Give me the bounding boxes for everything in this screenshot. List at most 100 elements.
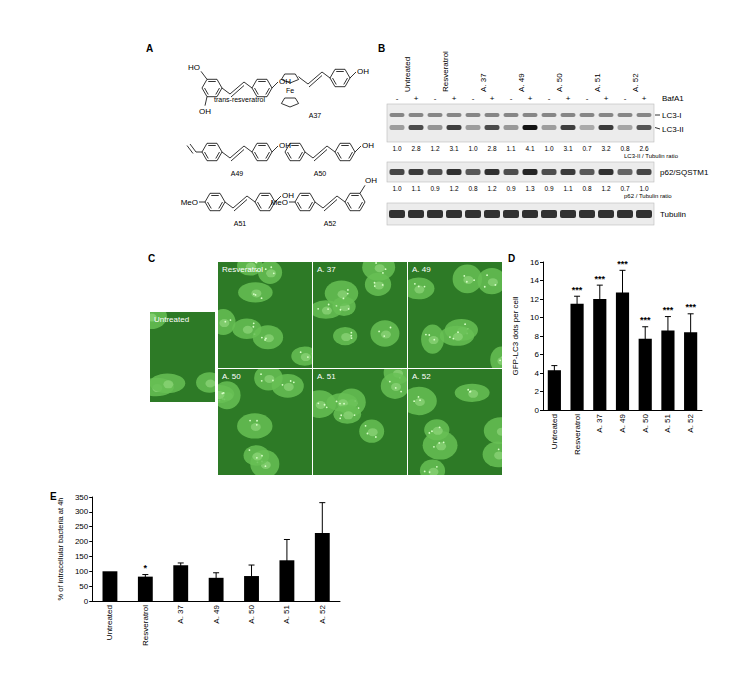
svg-text:p62 / Tubulin ratio: p62 / Tubulin ratio <box>624 193 672 199</box>
svg-text:***: *** <box>640 315 651 325</box>
svg-text:1.0: 1.0 <box>544 145 553 152</box>
svg-text:+: + <box>490 94 495 103</box>
svg-text:3.1: 3.1 <box>449 145 458 152</box>
svg-text:A: A <box>146 43 153 54</box>
svg-text:-: - <box>548 94 551 103</box>
svg-text:0.7: 0.7 <box>582 145 591 152</box>
svg-text:16: 16 <box>530 258 539 267</box>
svg-text:300: 300 <box>75 507 89 516</box>
svg-text:trans-resveratrol: trans-resveratrol <box>214 96 265 103</box>
svg-text:150: 150 <box>75 552 89 561</box>
svg-text:-: - <box>434 94 437 103</box>
svg-text:A. 52: A. 52 <box>686 413 695 432</box>
svg-text:HO: HO <box>188 63 200 72</box>
svg-text:3.1: 3.1 <box>563 145 572 152</box>
svg-text:OH: OH <box>365 176 377 185</box>
svg-text:A. 50: A. 50 <box>247 604 256 623</box>
svg-text:A. 49: A. 49 <box>412 265 431 274</box>
svg-text:Untreated: Untreated <box>403 57 412 92</box>
svg-text:***: *** <box>572 285 583 295</box>
svg-text:Resveratrol: Resveratrol <box>141 605 150 646</box>
svg-text:250: 250 <box>75 522 89 531</box>
svg-text:Fe: Fe <box>286 87 294 94</box>
svg-text:0: 0 <box>535 406 540 415</box>
svg-text:-: - <box>586 94 589 103</box>
svg-text:MeO: MeO <box>271 198 288 207</box>
svg-text:+: + <box>566 94 571 103</box>
svg-text:A. 49: A. 49 <box>618 413 627 432</box>
svg-text:0.9: 0.9 <box>430 185 439 192</box>
svg-text:A. 51: A. 51 <box>282 604 291 623</box>
svg-text:-: - <box>472 94 475 103</box>
svg-text:A. 51: A. 51 <box>663 413 672 432</box>
svg-text:+: + <box>604 94 609 103</box>
svg-text:A. 50: A. 50 <box>222 372 241 381</box>
svg-text:+: + <box>642 94 647 103</box>
svg-text:-: - <box>396 94 399 103</box>
svg-text:4: 4 <box>535 369 540 378</box>
svg-text:3.2: 3.2 <box>601 145 610 152</box>
svg-text:50: 50 <box>79 582 88 591</box>
svg-text:A. 37: A. 37 <box>317 265 336 274</box>
svg-text:***: *** <box>685 302 696 312</box>
svg-text:Resveratrol: Resveratrol <box>222 265 263 274</box>
svg-text:OH: OH <box>357 67 369 76</box>
svg-text:A. 52: A. 52 <box>318 604 327 623</box>
svg-text:Untreated: Untreated <box>550 414 559 449</box>
svg-text:OH: OH <box>279 77 291 86</box>
svg-text:*: * <box>144 563 148 573</box>
svg-text:Tubulin: Tubulin <box>660 210 686 219</box>
svg-text:2.8: 2.8 <box>411 145 420 152</box>
svg-text:1.0: 1.0 <box>639 185 648 192</box>
svg-text:4.1: 4.1 <box>525 145 534 152</box>
svg-text:1.2: 1.2 <box>430 145 439 152</box>
svg-text:+: + <box>528 94 533 103</box>
svg-text:A. 51: A. 51 <box>317 372 336 381</box>
svg-text:12: 12 <box>530 295 539 304</box>
svg-text:A. 49: A. 49 <box>212 604 221 623</box>
svg-text:8: 8 <box>535 332 540 341</box>
svg-text:LC3-II / Tubulin ratio: LC3-II / Tubulin ratio <box>624 153 679 159</box>
svg-text:+: + <box>452 94 457 103</box>
svg-text:OH: OH <box>279 141 291 150</box>
svg-text:***: *** <box>663 305 674 315</box>
svg-text:100: 100 <box>75 567 89 576</box>
svg-text:Untreated: Untreated <box>105 605 114 640</box>
svg-text:A52: A52 <box>324 220 337 227</box>
svg-text:0.9: 0.9 <box>544 185 553 192</box>
svg-text:1.1: 1.1 <box>563 185 572 192</box>
svg-text:Resveratrol: Resveratrol <box>441 51 450 92</box>
svg-text:BafA1: BafA1 <box>662 94 684 103</box>
svg-text:1.0: 1.0 <box>468 145 477 152</box>
svg-text:A. 52: A. 52 <box>631 73 640 92</box>
svg-text:A. 50: A. 50 <box>641 413 650 432</box>
svg-text:LC3-II: LC3-II <box>662 125 684 134</box>
svg-text:14: 14 <box>530 276 539 285</box>
svg-text:2.6: 2.6 <box>639 145 648 152</box>
svg-text:A. 37: A. 37 <box>176 604 185 623</box>
svg-text:A. 50: A. 50 <box>555 73 564 92</box>
svg-text:1.0: 1.0 <box>392 185 401 192</box>
svg-text:A51: A51 <box>234 220 247 227</box>
svg-text:1.1: 1.1 <box>411 185 420 192</box>
svg-text:A. 51: A. 51 <box>593 73 602 92</box>
svg-text:D: D <box>508 253 515 264</box>
svg-text:% of intracellular bacteria at: % of intracellular bacteria at 4h <box>56 498 65 601</box>
svg-text:0.9: 0.9 <box>506 185 515 192</box>
svg-text:0.8: 0.8 <box>468 185 477 192</box>
svg-text:OH: OH <box>362 141 374 150</box>
svg-text:1.1: 1.1 <box>506 145 515 152</box>
svg-text:Untreated: Untreated <box>154 315 189 324</box>
svg-text:A. 37: A. 37 <box>595 413 604 432</box>
svg-text:GFP-LC3 dots per cell: GFP-LC3 dots per cell <box>511 296 520 375</box>
svg-text:-: - <box>510 94 513 103</box>
svg-text:-: - <box>624 94 627 103</box>
svg-text:C: C <box>148 253 155 264</box>
svg-text:***: *** <box>617 259 628 269</box>
svg-text:0.8: 0.8 <box>620 145 629 152</box>
svg-text:A37: A37 <box>309 112 322 119</box>
svg-text:1.3: 1.3 <box>525 185 534 192</box>
svg-text:B: B <box>378 43 385 54</box>
svg-text:A49: A49 <box>231 170 244 177</box>
svg-text:0: 0 <box>84 597 89 606</box>
